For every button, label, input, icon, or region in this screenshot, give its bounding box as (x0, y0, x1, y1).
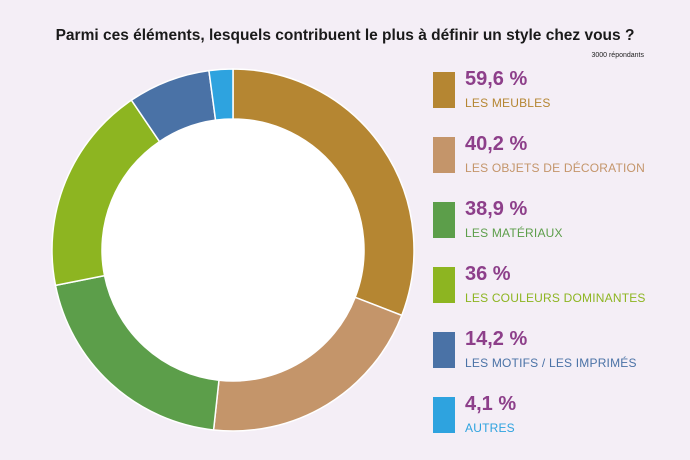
legend-item: 36 % LES COULEURS DOMINANTES (433, 263, 683, 305)
legend-label: LES MATÉRIAUX (465, 226, 563, 240)
donut-hole (102, 119, 364, 381)
legend-item: 14,2 % LES MOTIFS / LES IMPRIMÉS (433, 328, 683, 370)
legend-label: LES COULEURS DOMINANTES (465, 291, 646, 305)
legend-item: 59,6 % LES MEUBLES (433, 68, 683, 110)
respondent-count: 3000 répondants (591, 52, 644, 59)
legend-swatch (433, 202, 455, 238)
legend-value: 40,2 % (465, 133, 528, 155)
legend-swatch (433, 332, 455, 368)
legend-value: 4,1 % (465, 393, 517, 415)
legend-swatch (433, 267, 455, 303)
donut-chart (51, 68, 415, 432)
legend-label: LES OBJETS DE DÉCORATION (465, 161, 645, 175)
chart-title: Parmi ces éléments, lesquels contribuent… (55, 27, 635, 44)
legend-item: 38,9 % LES MATÉRIAUX (433, 198, 683, 240)
legend-label: LES MEUBLES (465, 96, 551, 110)
legend-swatch (433, 137, 455, 173)
legend-swatch (433, 72, 455, 108)
legend-value: 59,6 % (465, 68, 528, 90)
legend-value: 36 % (465, 263, 511, 285)
legend-item: 40,2 % LES OBJETS DE DÉCORATION (433, 133, 683, 175)
legend-label: AUTRES (465, 421, 515, 435)
legend-swatch (433, 397, 455, 433)
legend-item: 4,1 % AUTRES (433, 393, 683, 435)
legend-label: LES MOTIFS / LES IMPRIMÉS (465, 356, 637, 370)
legend-value: 38,9 % (465, 198, 528, 220)
legend-value: 14,2 % (465, 328, 528, 350)
